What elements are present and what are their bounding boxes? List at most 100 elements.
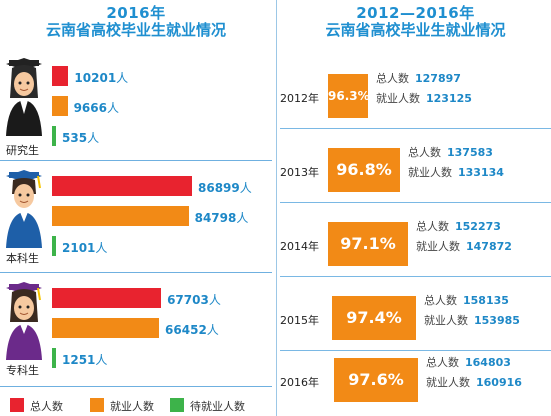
bar-label-waiting: 1251人 bbox=[62, 351, 107, 368]
group-divider bbox=[0, 386, 272, 387]
left-subtitle: 云南省高校毕业生就业情况 bbox=[45, 21, 226, 39]
bar-employed bbox=[52, 206, 189, 226]
bar-label-employed: 9666人 bbox=[74, 99, 119, 116]
stat-total-label: 总人数 bbox=[376, 72, 409, 85]
stat-employed-label: 就业人数 bbox=[408, 166, 452, 179]
graduate-student-avatar-icon bbox=[6, 58, 42, 136]
bar-value: 86899 bbox=[198, 181, 240, 195]
bar-unit: 人 bbox=[87, 131, 100, 145]
employment-rate-box: 97.4% bbox=[332, 296, 416, 340]
bar-value: 66452 bbox=[165, 323, 207, 337]
stat-employed-value: 133134 bbox=[458, 166, 504, 179]
bar-employed bbox=[52, 318, 160, 338]
stat-total-value: 127897 bbox=[415, 72, 461, 85]
bar-value: 9666 bbox=[73, 101, 107, 115]
legend-swatch-waiting bbox=[170, 398, 184, 412]
legend-label-employed: 就业人数 bbox=[110, 400, 154, 413]
bar-unit: 人 bbox=[206, 323, 219, 337]
group-divider bbox=[0, 272, 272, 273]
year-divider bbox=[280, 350, 551, 351]
stat-employed-label: 就业人数 bbox=[376, 92, 420, 105]
associate-avatar-icon bbox=[6, 282, 42, 360]
bar-label-total: 10201人 bbox=[74, 69, 128, 86]
employment-rate-box: 96.3% bbox=[328, 74, 370, 118]
year-divider bbox=[280, 276, 551, 277]
stat-total: 总人数 127897 bbox=[376, 70, 461, 86]
bar-unit: 人 bbox=[116, 71, 129, 85]
group-name-graduate: 研究生 bbox=[6, 144, 39, 157]
year-divider bbox=[280, 202, 551, 203]
bar-value: 535 bbox=[62, 131, 88, 145]
left-title: 2016年 bbox=[106, 4, 166, 22]
stat-employed-label: 就业人数 bbox=[426, 376, 470, 389]
bar-value: 2101 bbox=[62, 241, 96, 255]
stat-employed-value: 153985 bbox=[474, 314, 520, 327]
year-label: 2013年 bbox=[280, 166, 319, 179]
year-label: 2015年 bbox=[280, 314, 319, 327]
bar-unit: 人 bbox=[236, 211, 249, 225]
stat-total-label: 总人数 bbox=[416, 220, 449, 233]
bar-total bbox=[52, 176, 192, 196]
year-divider bbox=[280, 128, 551, 129]
panel-divider bbox=[276, 0, 277, 416]
legend: 总人数 就业人数 待就业人数 bbox=[0, 398, 272, 413]
stat-employed: 就业人数 153985 bbox=[424, 312, 520, 328]
undergraduate-avatar-icon bbox=[6, 170, 42, 248]
stat-employed: 就业人数 133134 bbox=[408, 164, 504, 180]
group-name-associate: 专科生 bbox=[6, 364, 39, 377]
employment-rate-box: 96.8% bbox=[328, 148, 400, 192]
legend-label-waiting: 待就业人数 bbox=[190, 400, 245, 413]
stat-total-value: 137583 bbox=[447, 146, 493, 159]
employment-rate-box: 97.6% bbox=[334, 358, 418, 402]
bar-unit: 人 bbox=[208, 293, 221, 307]
bar-value: 10201 bbox=[74, 71, 117, 85]
stat-employed: 就业人数 160916 bbox=[426, 374, 522, 390]
stat-employed-value: 147872 bbox=[466, 240, 512, 253]
legend-swatch-employed bbox=[90, 398, 104, 412]
legend-swatch-total bbox=[10, 398, 24, 412]
bar-label-total: 67703人 bbox=[167, 291, 221, 308]
legend-label-total: 总人数 bbox=[30, 400, 63, 413]
stat-total-value: 152273 bbox=[455, 220, 501, 233]
bar-label-total: 86899人 bbox=[198, 179, 252, 196]
bar-waiting bbox=[52, 126, 56, 146]
stat-total-value: 164803 bbox=[465, 356, 511, 369]
employment-rate-box: 97.1% bbox=[328, 222, 408, 266]
stat-employed-value: 123125 bbox=[426, 92, 472, 105]
stat-total: 总人数 137583 bbox=[408, 144, 493, 160]
stat-total-label: 总人数 bbox=[426, 356, 459, 369]
group-divider bbox=[0, 160, 272, 161]
stat-total: 总人数 164803 bbox=[426, 354, 511, 370]
bar-unit: 人 bbox=[239, 181, 252, 195]
stat-total: 总人数 152273 bbox=[416, 218, 501, 234]
bar-label-employed: 84798人 bbox=[195, 209, 249, 226]
bar-label-employed: 66452人 bbox=[165, 321, 219, 338]
bar-value: 1251 bbox=[62, 353, 96, 367]
bar-waiting bbox=[52, 236, 56, 256]
right-panel: 2012—2016年 云南省高校毕业生就业情况 2012年 96.3% 总人数 127… bbox=[280, 0, 551, 416]
year-label: 2012年 bbox=[280, 92, 319, 105]
year-label: 2016年 bbox=[280, 376, 319, 389]
bar-employed bbox=[52, 96, 68, 116]
stat-total-label: 总人数 bbox=[424, 294, 457, 307]
bar-value: 67703 bbox=[167, 293, 209, 307]
bar-label-waiting: 535人 bbox=[62, 129, 99, 146]
year-label: 2014年 bbox=[280, 240, 319, 253]
right-title: 2012—2016年 bbox=[356, 4, 475, 22]
bar-label-waiting: 2101人 bbox=[62, 239, 107, 256]
right-subtitle: 云南省高校毕业生就业情况 bbox=[325, 21, 506, 39]
stat-employed: 就业人数 123125 bbox=[376, 90, 472, 106]
left-panel: 2016年 云南省高校毕业生就业情况 研究生 本科生 专科生 1 bbox=[0, 0, 272, 416]
group-name-undergraduate: 本科生 bbox=[6, 252, 39, 265]
bar-unit: 人 bbox=[95, 241, 108, 255]
stat-employed-label: 就业人数 bbox=[424, 314, 468, 327]
stat-total-label: 总人数 bbox=[408, 146, 441, 159]
bar-total bbox=[52, 66, 69, 86]
stat-employed-value: 160916 bbox=[476, 376, 522, 389]
bar-total bbox=[52, 288, 162, 308]
bar-waiting bbox=[52, 348, 56, 368]
bar-value: 84798 bbox=[194, 211, 237, 225]
stat-total: 总人数 158135 bbox=[424, 292, 509, 308]
stat-total-value: 158135 bbox=[463, 294, 509, 307]
stat-employed: 就业人数 147872 bbox=[416, 238, 512, 254]
